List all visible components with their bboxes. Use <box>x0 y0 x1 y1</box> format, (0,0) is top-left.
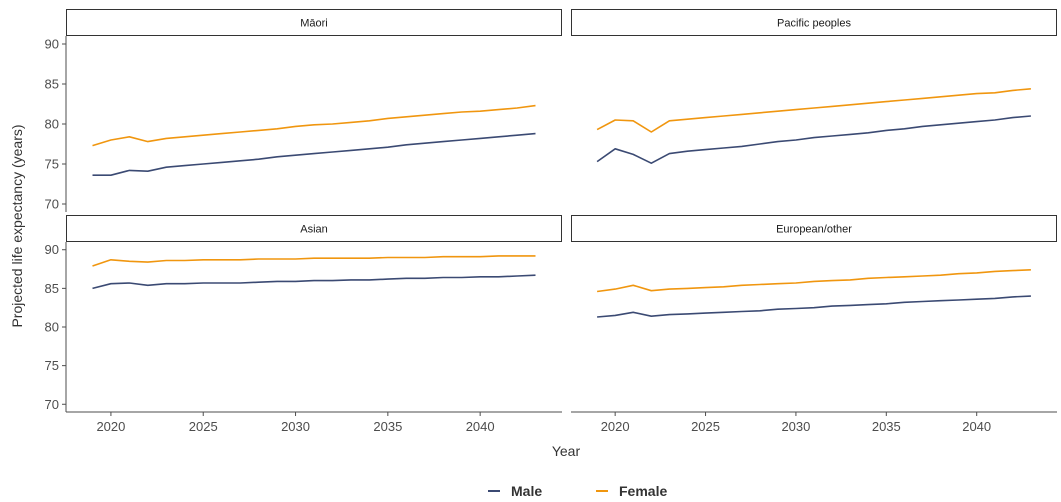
x-axis-title: Year <box>552 443 581 459</box>
x-tick-label: 2030 <box>781 419 810 434</box>
series-line-female <box>596 269 1031 293</box>
strip-box <box>571 9 1057 36</box>
strip-label: Māori <box>300 18 328 30</box>
series-line-male <box>92 274 536 290</box>
strip-label: Asian <box>300 224 328 236</box>
panel-european-other: European/other 2020 2025 2030 2035 2040 <box>571 215 1057 434</box>
y-tick-label: 90 <box>45 37 59 52</box>
series-line-male <box>92 132 536 176</box>
y-tick-label: 70 <box>45 197 59 212</box>
y-axis-title: Projected life expectancy (years) <box>9 124 25 327</box>
y-tick-label: 85 <box>45 281 59 296</box>
y-tick-label: 80 <box>45 320 59 335</box>
strip-box <box>66 9 562 36</box>
y-tick-label: 80 <box>45 117 59 132</box>
series-line-female <box>92 104 536 147</box>
x-tick-label: 2040 <box>466 419 495 434</box>
series-line-female <box>596 88 1031 133</box>
y-tick-label: 75 <box>45 157 59 172</box>
y-tick-label: 85 <box>45 77 59 92</box>
strip-label: European/other <box>776 224 852 236</box>
strip-box <box>66 215 562 242</box>
y-tick-label: 90 <box>45 242 59 257</box>
x-tick-label: 2025 <box>189 419 218 434</box>
x-tick-label: 2020 <box>96 419 125 434</box>
x-tick-label: 2020 <box>601 419 630 434</box>
legend-label-male: Male <box>511 483 542 499</box>
panel-asian: Asian 70 75 80 85 90 2020 2025 2030 2035 2040 <box>45 215 562 434</box>
legend: Male Female <box>488 483 667 499</box>
y-tick-label: 70 <box>45 397 59 412</box>
panel-maori: Māori 70 75 80 85 90 <box>45 9 562 212</box>
x-tick-label: 2030 <box>281 419 310 434</box>
series-line-female <box>92 255 536 267</box>
strip-label: Pacific peoples <box>777 18 851 30</box>
x-tick-label: 2025 <box>691 419 720 434</box>
legend-label-female: Female <box>619 483 667 499</box>
strip-box <box>571 215 1057 242</box>
series-line-male <box>596 115 1031 164</box>
x-tick-label: 2035 <box>872 419 901 434</box>
x-tick-label: 2040 <box>962 419 991 434</box>
panel-pacific-peoples: Pacific peoples <box>571 9 1057 164</box>
y-tick-label: 75 <box>45 358 59 373</box>
x-tick-label: 2035 <box>373 419 402 434</box>
series-line-male <box>597 295 1031 318</box>
